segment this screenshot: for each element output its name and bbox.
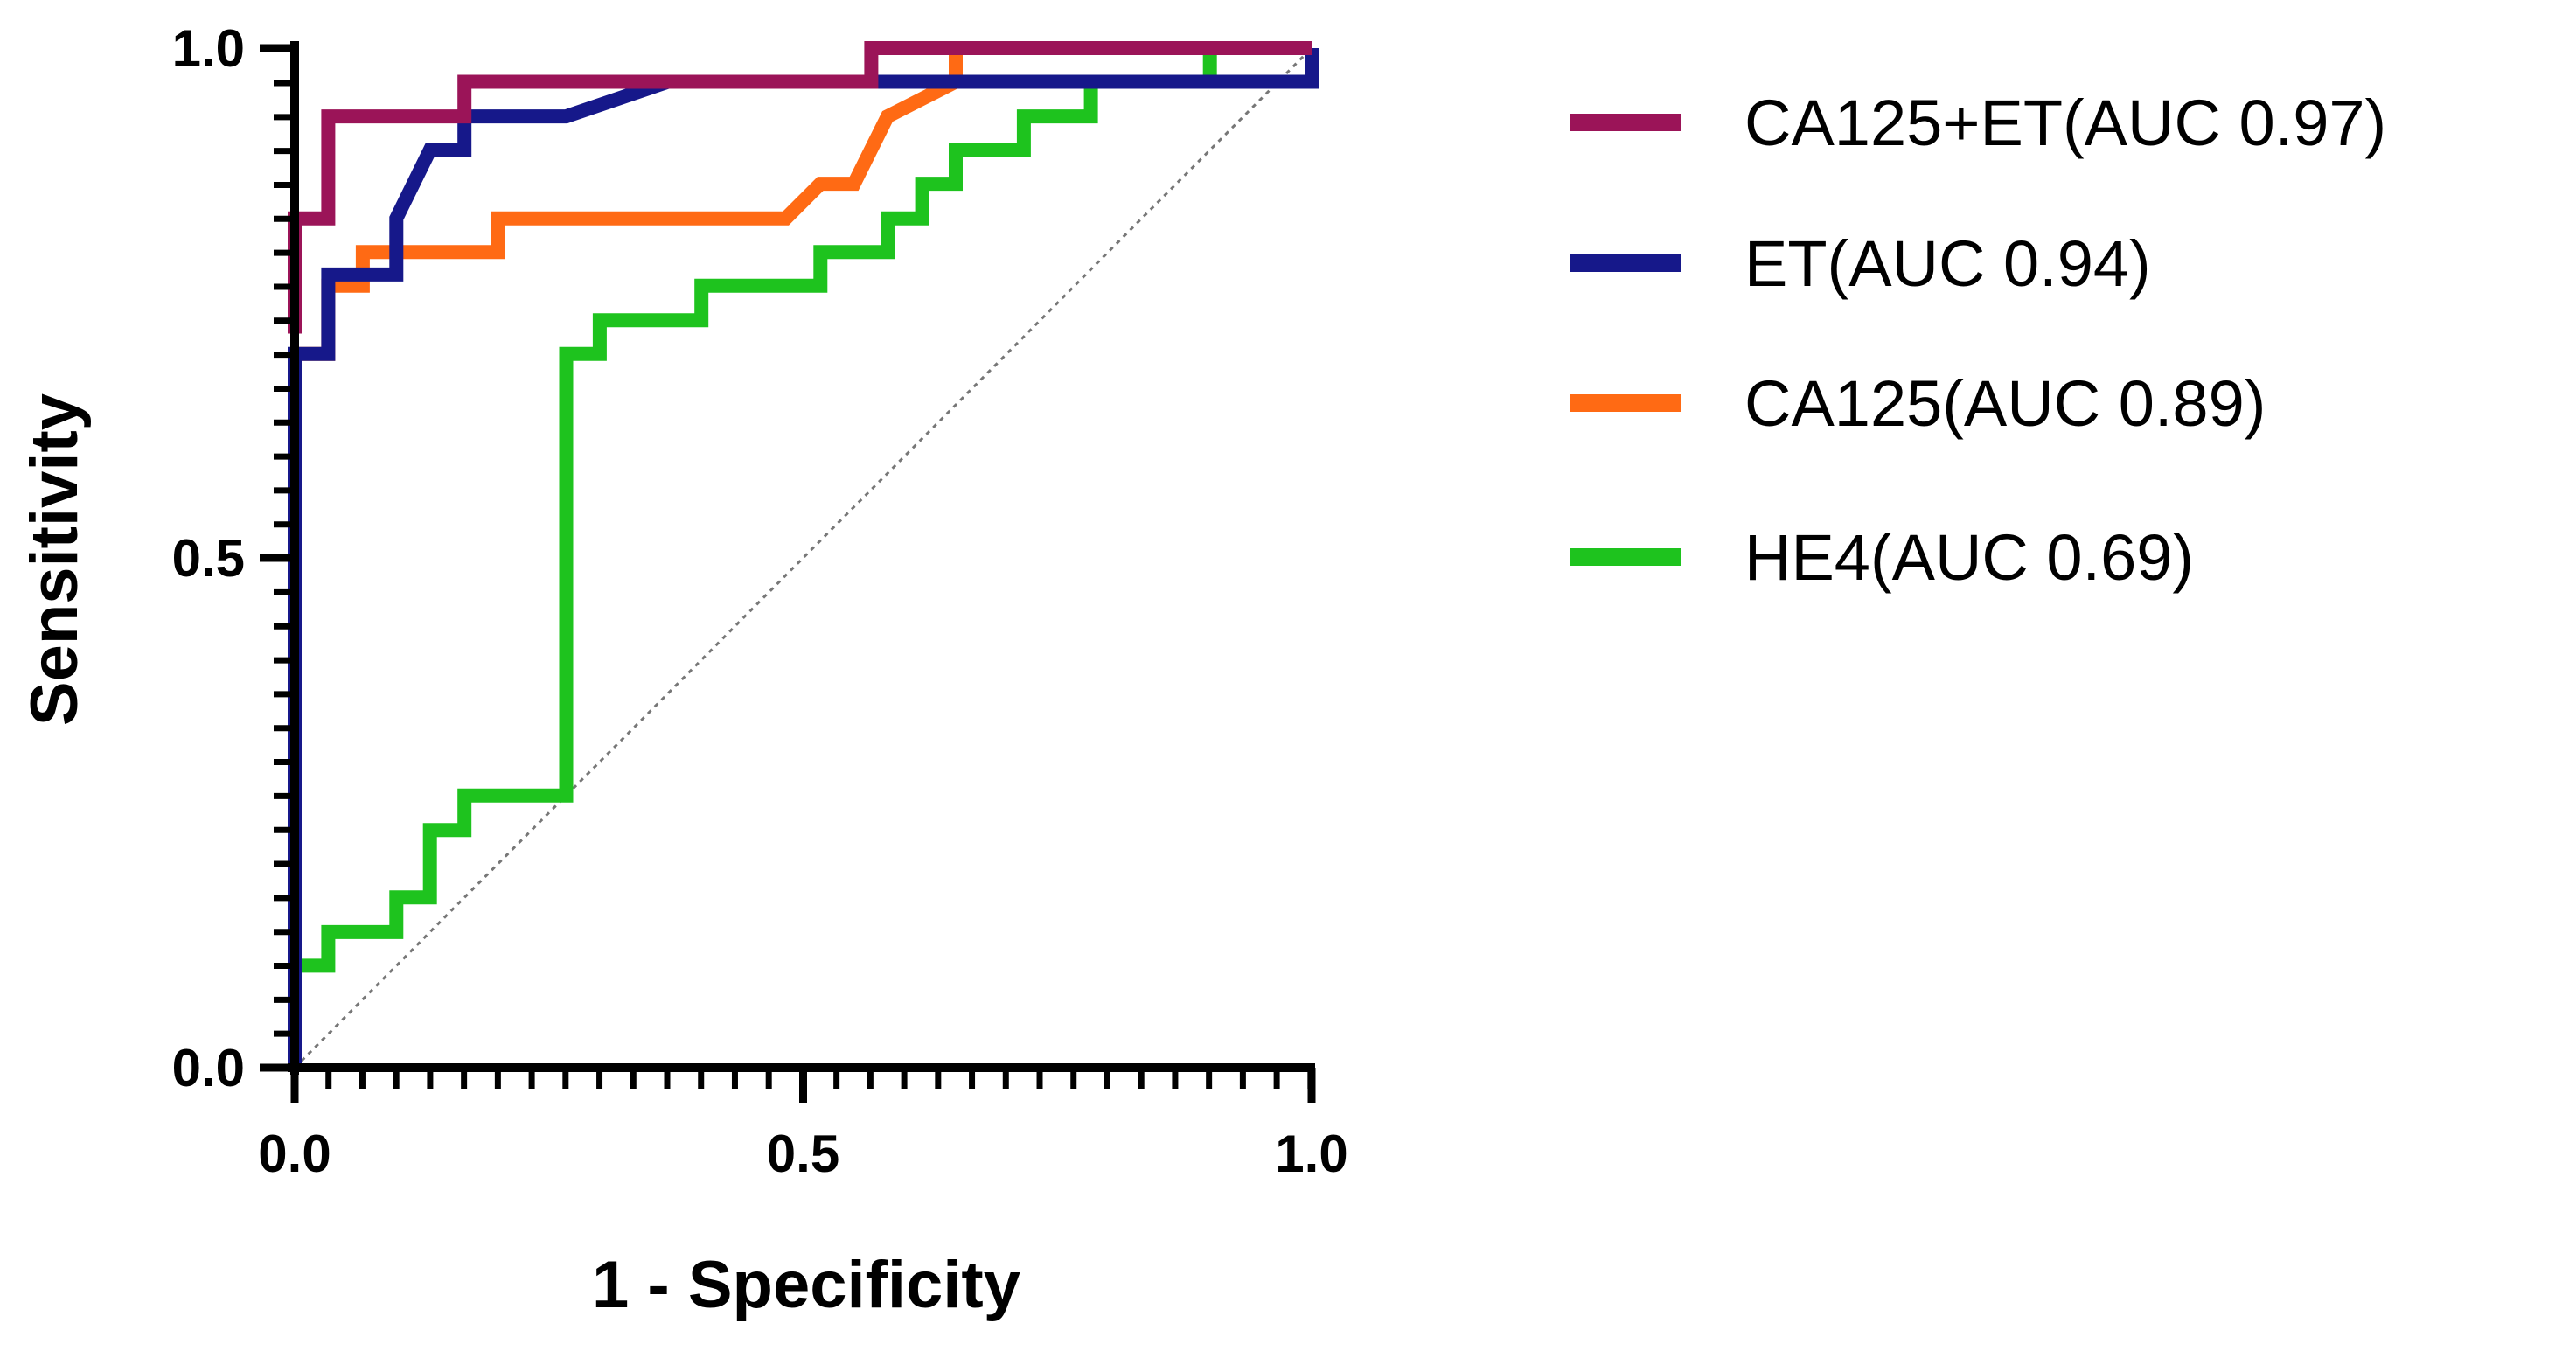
x-tick-label: 0.0 xyxy=(258,1125,331,1183)
y-axis-title: Sensitivity xyxy=(17,393,92,726)
x-tick-label: 0.5 xyxy=(767,1125,839,1183)
legend-label-3: CA125(AUC 0.89) xyxy=(1744,367,2266,440)
y-tick-label: 0.0 xyxy=(172,1039,245,1097)
legend-label-2: ET(AUC 0.94) xyxy=(1744,227,2151,300)
legend: CA125+ET(AUC 0.97) ET(AUC 0.94) CA125(AUC … xyxy=(1570,87,2386,594)
ticks: 0.0 0.5 1.0 0.0 0.5 1.0 xyxy=(172,19,1348,1183)
series-line-4 xyxy=(295,48,1217,973)
y-tick-label: 1.0 xyxy=(172,19,245,78)
x-axis-title: 1 - Specificity xyxy=(592,1248,1020,1322)
legend-label-4: HE4(AUC 0.69) xyxy=(1744,521,2194,594)
y-tick-label: 0.5 xyxy=(172,529,245,588)
x-tick-label: 1.0 xyxy=(1275,1125,1347,1183)
series-line-1 xyxy=(288,41,1312,334)
plot-area xyxy=(288,41,1319,1069)
legend-label-1: CA125+ET(AUC 0.97) xyxy=(1744,87,2386,159)
